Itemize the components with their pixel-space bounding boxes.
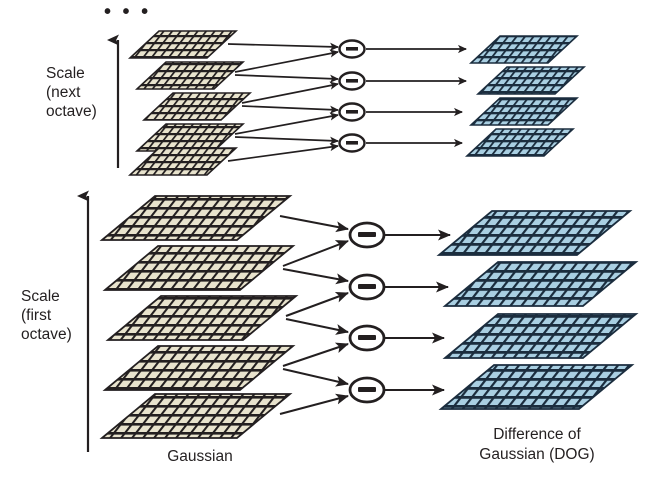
minus-operator-node [338,133,366,153]
dog-plane [442,313,639,359]
dog-caption-line1: Difference of [493,426,581,443]
minus-operator-node [338,71,366,91]
minus-operator-node [338,102,366,122]
scale-label-first-line2: (first [21,307,52,324]
gaussian-plane [127,147,239,176]
gaussian-caption: Gaussian [167,448,233,465]
scale-label-next-line2: (next [46,84,81,101]
gaussian-plane [105,295,299,341]
dog-plane [475,66,587,95]
dog-plane [442,261,639,307]
scale-label-next-octave: Scale (next octave) [46,64,120,121]
difference-links-first-octave [279,215,349,415]
gaussian-stack-first-octave [99,195,299,439]
gaussian-plane [134,123,246,152]
dog-stack-next-octave [464,35,587,157]
minus-operator-node [338,39,366,59]
dog-stack-first-octave [436,210,639,410]
gaussian-stack-next-octave [127,30,253,176]
dog-output-arrows-first-octave [385,229,451,396]
scale-label-first-line1: Scale [21,288,60,305]
scale-label-first-octave: Scale (first octave) [21,287,95,344]
dog-caption: Difference of Gaussian (DOG) [437,425,637,465]
gaussian-plane [134,61,246,90]
difference-links-next-octave [227,42,339,162]
dog-plane [468,97,580,126]
ellipsis-dots: • • • [104,1,152,23]
scale-label-next-line1: Scale [46,65,85,82]
dog-plane [468,35,580,64]
octave-next [107,30,587,176]
minus-operator-node [348,376,386,404]
octave-first [77,190,639,452]
gaussian-plane [141,92,253,121]
gaussian-plane [102,345,296,391]
dog-plane [464,128,576,157]
dog-output-arrows-next-octave [366,44,467,148]
gaussian-plane [102,245,296,291]
gaussian-plane [127,30,239,59]
minus-operator-node [348,324,386,352]
minus-operator-node [348,221,386,249]
minus-operators-next-octave [338,39,366,153]
gaussian-plane [99,195,293,241]
dog-caption-line2: Gaussian (DOG) [479,446,595,463]
gaussian-plane [99,393,293,439]
dog-plane [436,210,633,256]
minus-operator-node [348,273,386,301]
dog-plane [438,364,635,410]
scale-label-next-line3: octave) [46,103,97,120]
scale-label-first-line3: octave) [21,326,72,343]
minus-operators-first-octave [348,221,386,404]
